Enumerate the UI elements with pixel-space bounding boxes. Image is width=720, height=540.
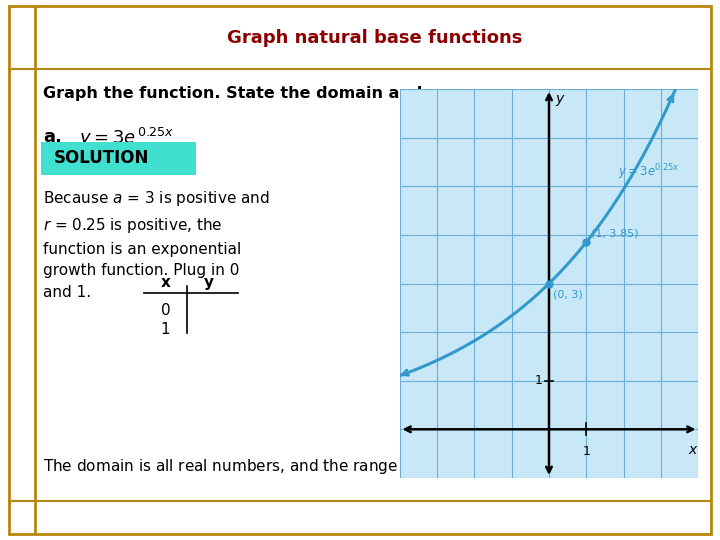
Text: SOLUTION: SOLUTION [54, 149, 149, 167]
Text: y: y [204, 275, 214, 291]
Text: 1: 1 [534, 374, 542, 387]
FancyBboxPatch shape [42, 141, 196, 174]
Text: The domain is all real numbers, and the range is $y$ > 0.: The domain is all real numbers, and the … [43, 457, 465, 476]
Text: 1: 1 [161, 322, 171, 337]
Text: 0: 0 [161, 303, 171, 318]
Text: Graph natural base functions: Graph natural base functions [227, 29, 522, 47]
Text: (1, 3.85): (1, 3.85) [591, 228, 639, 238]
Text: Because $a$ = 3 is positive and
$r$ = 0.25 is positive, the
function is an expon: Because $a$ = 3 is positive and $r$ = 0.… [43, 190, 270, 300]
Text: x: x [161, 275, 171, 291]
Text: $y = 3e^{\,0.25x}$: $y = 3e^{\,0.25x}$ [79, 126, 175, 150]
Text: (0, 3): (0, 3) [554, 289, 583, 299]
Text: 1: 1 [582, 445, 590, 458]
Text: a.: a. [43, 128, 62, 146]
Text: Graph the function. State the domain and range.: Graph the function. State the domain and… [43, 86, 487, 101]
Text: $y = 3e^{0.25x}$: $y = 3e^{0.25x}$ [618, 162, 680, 181]
Text: y: y [556, 91, 564, 105]
Text: x: x [688, 443, 696, 457]
